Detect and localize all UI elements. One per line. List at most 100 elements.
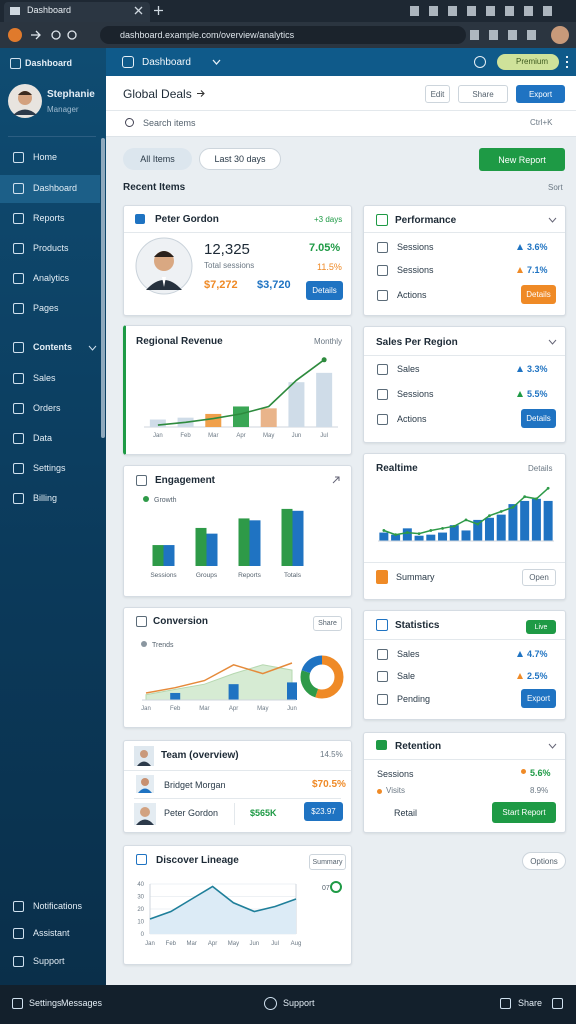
bottom-item[interactable]: Messages — [61, 998, 103, 1008]
header-button[interactable]: Export — [516, 85, 565, 103]
open-button[interactable]: Open — [522, 569, 556, 586]
nav-icon — [13, 243, 24, 254]
nav-item[interactable]: Settings — [33, 463, 66, 473]
x-label: Mar — [199, 706, 209, 712]
bar — [287, 682, 297, 700]
details-button[interactable]: Details — [306, 281, 343, 300]
bar — [152, 545, 164, 566]
card-divider — [364, 355, 565, 356]
bottom-item[interactable]: Share — [518, 998, 543, 1008]
search-placeholder[interactable]: Search items — [143, 118, 196, 128]
nav-item[interactable]: Reports — [33, 213, 65, 223]
nav-item[interactable]: Products — [33, 243, 69, 253]
share-button[interactable]: Share — [313, 616, 342, 631]
brand-icon — [10, 58, 21, 69]
member-name: Bridget Morgan — [164, 780, 226, 790]
row-label: Sessions — [397, 389, 434, 399]
nav-icon — [13, 213, 24, 224]
total-value: 12,325 — [204, 241, 250, 258]
x-label: Jul — [271, 941, 279, 947]
x-label: May — [228, 941, 239, 947]
nav-item[interactable]: Sales — [33, 373, 56, 383]
window-icons — [410, 6, 560, 16]
element — [137, 761, 151, 766]
row-button[interactable]: Start Report — [492, 802, 556, 823]
profile-avatar — [551, 26, 569, 44]
member-avatar — [134, 803, 156, 825]
x-label: May — [257, 706, 268, 712]
menu-dots — [566, 56, 568, 68]
member-avatar — [136, 775, 154, 793]
member-button[interactable]: $23.97 — [304, 802, 343, 821]
element — [140, 807, 150, 817]
row-label: Sessions — [397, 242, 434, 252]
nav-item[interactable]: Home — [33, 152, 58, 162]
header-button[interactable]: Edit — [425, 85, 450, 103]
nav-icon — [13, 433, 24, 444]
chevron — [548, 743, 557, 749]
nav-item[interactable]: Assistant — [33, 928, 70, 938]
card-title: Peter Gordon — [155, 214, 219, 225]
card-icon — [136, 616, 147, 627]
row-button[interactable]: Details — [521, 409, 556, 428]
new-report-button[interactable]: New Report — [479, 148, 565, 171]
nav-icon — [13, 493, 24, 504]
team-card: Team (overview) 14.5% Bridget Morgan $70… — [123, 740, 352, 833]
bar — [414, 535, 424, 541]
row-button[interactable]: Export — [521, 689, 556, 708]
options-button[interactable]: Options — [522, 852, 566, 870]
card-title: Performance — [395, 215, 457, 226]
row-separator — [234, 803, 235, 825]
nav-item[interactable]: Analytics — [33, 273, 70, 283]
bar — [316, 372, 333, 427]
bar — [163, 545, 175, 566]
bar — [205, 413, 222, 427]
nav-item[interactable]: Notifications — [33, 901, 83, 911]
nav-item[interactable]: Pages — [33, 303, 59, 313]
row-divider — [134, 798, 341, 799]
nav-item[interactable]: Dashboard — [33, 183, 78, 193]
sidebar-scrollbar — [101, 138, 105, 438]
amount: $7,272 — [204, 279, 238, 291]
bar — [508, 504, 518, 541]
x-label: Mar — [187, 941, 197, 947]
element — [141, 778, 149, 786]
bar — [206, 533, 218, 566]
bar — [238, 518, 250, 566]
bar — [543, 500, 553, 541]
card-icon — [135, 214, 145, 224]
element — [548, 743, 557, 749]
nav-item[interactable]: Billing — [33, 493, 58, 503]
legend-dot — [141, 641, 147, 647]
bottom-item[interactable]: Settings — [29, 998, 62, 1008]
area — [150, 886, 296, 934]
x-label: Jan — [145, 941, 155, 947]
tab-title: Dashboard — [27, 5, 72, 15]
nav-item[interactable]: Data — [33, 433, 53, 443]
chevron — [548, 217, 557, 223]
line-point — [429, 529, 433, 532]
nav-item[interactable]: Contents — [33, 342, 72, 352]
y-tick-label: 10 — [137, 920, 144, 926]
element — [18, 91, 32, 95]
x-label: Jan — [153, 433, 163, 439]
nav-icon — [13, 273, 24, 284]
header-button[interactable]: Share — [458, 85, 508, 103]
total-label: Total sessions — [204, 261, 255, 270]
user-role: Manager — [47, 105, 79, 114]
bar — [288, 382, 305, 427]
row-dot — [377, 789, 382, 794]
bar — [281, 508, 293, 566]
member-value: $565K — [250, 808, 277, 818]
row-button[interactable]: Details — [521, 285, 556, 304]
filter-chip[interactable]: Last 30 days — [199, 148, 281, 170]
card-icon — [136, 475, 147, 486]
sidebar — [0, 48, 106, 985]
nav-item[interactable]: Orders — [33, 403, 61, 413]
bottom-icon — [552, 998, 563, 1009]
filter-chip[interactable]: All Items — [123, 148, 192, 170]
bottom-item[interactable]: Support — [283, 998, 315, 1008]
nav-item[interactable]: Support — [33, 956, 65, 966]
legend-icon — [330, 881, 342, 893]
element — [13, 109, 37, 115]
